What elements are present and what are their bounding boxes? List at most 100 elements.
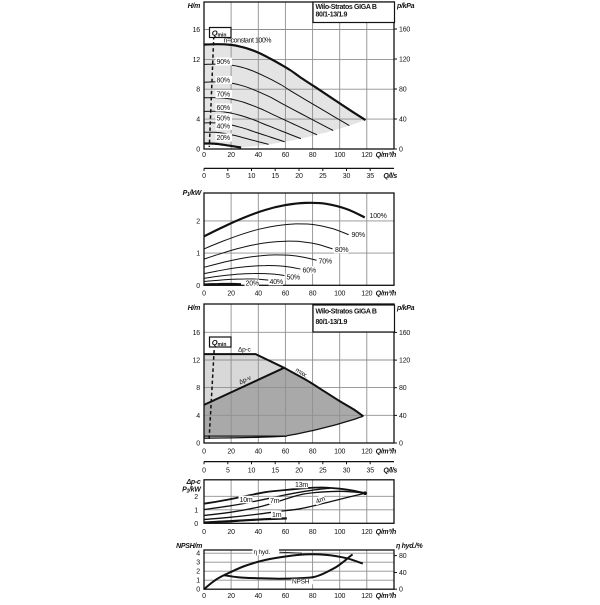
svg-text:1m: 1m [272,512,282,519]
svg-text:P1/kW: P1/kW [183,190,203,198]
svg-text:20: 20 [295,173,303,180]
svg-text:min: min [218,33,227,39]
svg-text:40: 40 [255,449,263,456]
svg-text:80: 80 [309,449,317,456]
svg-text:100: 100 [334,529,345,536]
svg-text:Q: Q [212,338,218,347]
svg-text:120: 120 [361,152,372,159]
svg-text:Δp-c: Δp-c [238,347,252,354]
svg-text:4m: 4m [315,496,327,506]
svg-text:min: min [218,342,227,348]
svg-text:50%: 50% [217,116,230,123]
svg-text:160: 160 [399,330,410,337]
svg-text:40%: 40% [270,279,283,286]
svg-text:80: 80 [399,385,407,392]
svg-text:0: 0 [194,521,198,528]
svg-text:80: 80 [309,290,317,297]
svg-text:5: 5 [226,173,230,180]
svg-text:90%: 90% [352,232,365,239]
svg-text:0: 0 [202,593,206,600]
svg-text:n=constant 100%: n=constant 100% [224,38,272,45]
svg-text:p/kPa: p/kPa [396,3,415,10]
svg-text:90%: 90% [217,59,230,66]
svg-text:100: 100 [334,449,345,456]
svg-text:1: 1 [196,578,200,585]
svg-text:2: 2 [196,569,200,576]
svg-text:Q/m³/h: Q/m³/h [376,152,396,159]
svg-text:20: 20 [295,467,303,474]
svg-text:80/1-13/1.9: 80/1-13/1.9 [316,12,348,19]
svg-text:80: 80 [399,553,407,560]
svg-text:0: 0 [196,587,200,594]
svg-text:12: 12 [193,57,201,64]
svg-text:Wilo-Stratos GIGA B: Wilo-Stratos GIGA B [316,4,377,11]
svg-text:0: 0 [202,467,206,474]
svg-text:0: 0 [202,152,206,159]
svg-text:20: 20 [227,593,235,600]
svg-text:70%: 70% [319,259,332,266]
svg-text:7m: 7m [270,498,280,505]
svg-text:4: 4 [196,413,200,420]
svg-text:15: 15 [272,173,280,180]
svg-text:4: 4 [196,117,200,124]
svg-text:40%: 40% [217,124,230,131]
svg-text:100: 100 [334,152,345,159]
svg-text:η hyd./%: η hyd./% [396,543,423,550]
svg-text:η hyd.: η hyd. [254,549,271,556]
svg-text:P1/kW: P1/kW [182,487,202,495]
svg-text:100%: 100% [370,213,387,220]
svg-text:120: 120 [399,358,410,365]
svg-text:10: 10 [248,467,256,474]
svg-text:80: 80 [399,87,407,94]
svg-text:20: 20 [227,152,235,159]
svg-text:60: 60 [282,152,290,159]
svg-text:0: 0 [202,449,206,456]
svg-text:120: 120 [399,57,410,64]
svg-text:Q: Q [212,29,218,38]
svg-text:5: 5 [226,467,230,474]
svg-text:100: 100 [334,593,345,600]
svg-text:80%: 80% [217,78,230,85]
svg-text:160: 160 [399,27,410,34]
svg-text:0: 0 [196,147,200,154]
svg-text:120: 120 [361,449,372,456]
svg-text:70%: 70% [217,92,230,99]
svg-text:H/m: H/m [188,3,200,10]
svg-text:4: 4 [196,551,200,558]
svg-text:80%: 80% [335,247,348,254]
svg-text:20: 20 [227,529,235,536]
svg-text:60%: 60% [217,105,230,112]
svg-text:60: 60 [282,290,290,297]
svg-text:80/1-13/1.9: 80/1-13/1.9 [316,319,348,326]
svg-text:Q/m³/h: Q/m³/h [376,593,396,600]
svg-text:20: 20 [227,290,235,297]
svg-text:40: 40 [399,117,407,124]
svg-text:100: 100 [334,290,345,297]
svg-text:16: 16 [193,27,201,34]
svg-text:10m: 10m [240,497,253,504]
svg-text:35: 35 [367,467,375,474]
svg-text:10: 10 [248,173,256,180]
svg-text:Q/m³/h: Q/m³/h [376,449,396,456]
svg-text:2: 2 [194,494,198,501]
svg-text:8: 8 [196,385,200,392]
svg-text:12: 12 [193,358,201,365]
svg-text:60: 60 [282,529,290,536]
svg-text:25: 25 [319,173,327,180]
svg-text:Δp-c: Δp-c [186,479,201,486]
svg-text:1: 1 [194,507,198,514]
svg-text:20%: 20% [217,135,230,142]
svg-text:8: 8 [196,87,200,94]
svg-text:NPSH: NPSH [292,579,310,586]
svg-text:30: 30 [343,467,351,474]
svg-text:80: 80 [309,152,317,159]
svg-text:120: 120 [361,593,372,600]
svg-text:0: 0 [196,441,200,448]
svg-text:0: 0 [202,529,206,536]
svg-text:25: 25 [319,467,327,474]
svg-text:20%: 20% [246,281,259,288]
svg-text:30: 30 [343,173,351,180]
svg-text:0: 0 [196,283,200,290]
svg-text:3: 3 [196,560,200,567]
svg-text:1: 1 [196,251,200,258]
